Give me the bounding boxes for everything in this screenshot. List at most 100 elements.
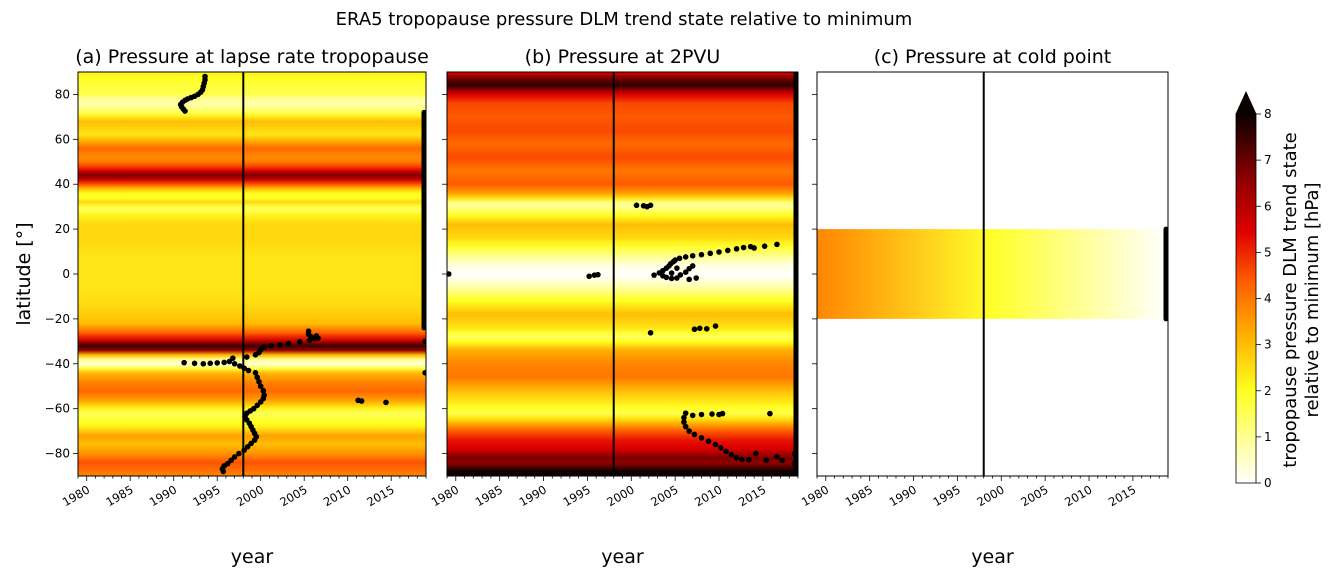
panel-title: (c) Pressure at cold point bbox=[874, 46, 1112, 68]
x-tick-label: 2015 bbox=[736, 482, 768, 509]
y-tick-label: −80 bbox=[45, 447, 70, 461]
scatter-points bbox=[177, 73, 426, 475]
scatter-point bbox=[733, 246, 740, 252]
scatter-point bbox=[682, 423, 689, 430]
x-tick-label: 1985 bbox=[473, 482, 505, 509]
scatter-point bbox=[698, 251, 705, 258]
scatter-point bbox=[693, 275, 700, 281]
scatter-point bbox=[422, 338, 426, 345]
scatter-point bbox=[696, 325, 703, 332]
scatter-point bbox=[689, 412, 696, 419]
y-axis-label: latitude [°] bbox=[13, 222, 35, 325]
scatter-point bbox=[248, 440, 254, 447]
colorbar-label-line1: tropopause pressure DLM trend state bbox=[1280, 132, 1301, 467]
x-axis-label: year bbox=[971, 546, 1014, 568]
scatter-point bbox=[191, 360, 198, 367]
x-tick-label: 2000 bbox=[234, 482, 266, 509]
y-tick-label: −60 bbox=[45, 402, 70, 416]
x-tick-label: 1995 bbox=[931, 482, 963, 509]
scatter-point bbox=[181, 359, 187, 366]
colorbar-label-line2: relative to minimum [hPa] bbox=[1302, 182, 1323, 417]
scatter-point bbox=[698, 435, 705, 441]
colorbar-tick-label: 0 bbox=[1264, 476, 1272, 490]
scatter-point bbox=[707, 250, 714, 257]
scatter-point bbox=[761, 243, 768, 249]
x-tick-label: 2000 bbox=[604, 482, 636, 509]
x-tick-label: 2015 bbox=[1106, 482, 1138, 509]
scatter-point bbox=[207, 360, 214, 367]
scatter-point bbox=[740, 244, 747, 251]
scatter-point bbox=[241, 447, 247, 453]
panel-lapse-rate: (a) Pressure at lapse rate tropopause 198… bbox=[45, 46, 429, 568]
colorbar-tick-label: 8 bbox=[1264, 107, 1272, 121]
scatter-point bbox=[774, 241, 780, 248]
scatter-point bbox=[676, 255, 683, 262]
scatter-point bbox=[725, 247, 731, 254]
scatter-point bbox=[763, 457, 770, 464]
colorbar-tick-label: 7 bbox=[1264, 153, 1272, 167]
scatter-point bbox=[644, 203, 650, 210]
scatter-point bbox=[257, 383, 264, 390]
heatmap bbox=[447, 72, 798, 476]
panel-title: (b) Pressure at 2PVU bbox=[525, 46, 721, 68]
heatmap-field bbox=[447, 72, 798, 476]
scatter-point bbox=[358, 398, 365, 404]
scatter-point bbox=[422, 369, 426, 376]
scatter-point bbox=[586, 273, 592, 280]
y-tick-label: −20 bbox=[45, 312, 70, 326]
scatter-point bbox=[691, 431, 698, 438]
x-tick-label: 1985 bbox=[103, 482, 135, 509]
x-tick-label: 2005 bbox=[648, 482, 680, 509]
scatter-point bbox=[682, 269, 689, 276]
x-tick-label: 1990 bbox=[887, 482, 919, 509]
scatter-point bbox=[260, 387, 267, 394]
scatter-point bbox=[220, 468, 227, 475]
scatter-point bbox=[651, 272, 657, 278]
x-tick-label: 2010 bbox=[321, 482, 353, 509]
x-tick-label: 1995 bbox=[190, 482, 222, 509]
scatter-point bbox=[728, 451, 735, 458]
scatter-point bbox=[719, 410, 726, 417]
colorbar-tick-label: 6 bbox=[1264, 199, 1272, 213]
scatter-point bbox=[672, 257, 678, 263]
scatter-point bbox=[251, 437, 258, 443]
scatter-point bbox=[447, 271, 452, 277]
scatter-point bbox=[305, 328, 312, 335]
scatter-point bbox=[794, 275, 798, 282]
scatter-point bbox=[297, 338, 303, 345]
scatter-point bbox=[703, 325, 710, 332]
scatter-point bbox=[689, 263, 696, 269]
scatter-point bbox=[746, 457, 752, 463]
scatter-point bbox=[254, 374, 261, 381]
panel-cold-point: (c) Pressure at cold point 1980 1985 1990 19… bbox=[799, 46, 1169, 568]
scatter-points bbox=[447, 202, 798, 467]
y-tick-label: 60 bbox=[55, 132, 70, 146]
scatter-point bbox=[268, 343, 274, 349]
x-tick-label: 1985 bbox=[843, 482, 875, 509]
heatmap bbox=[817, 72, 1168, 476]
x-tick-label: 1980 bbox=[429, 482, 461, 509]
scatter-point bbox=[716, 249, 722, 255]
x-tick-label: 1990 bbox=[147, 482, 179, 509]
colorbar-tick-label: 1 bbox=[1264, 430, 1272, 444]
scatter-point bbox=[753, 450, 759, 457]
scatter-point bbox=[686, 276, 692, 283]
scatter-point bbox=[315, 335, 321, 341]
x-axis-label: year bbox=[231, 546, 274, 568]
scatter-point bbox=[256, 378, 262, 385]
scatter-point bbox=[595, 271, 601, 278]
scatter-point bbox=[791, 450, 798, 457]
colorbar-tick-label: 4 bbox=[1264, 292, 1272, 306]
scatter-point bbox=[682, 410, 689, 416]
scatter-point bbox=[705, 438, 712, 445]
y-tick-label: 80 bbox=[55, 87, 70, 101]
scatter-point bbox=[257, 399, 264, 405]
scatter-point bbox=[712, 441, 719, 448]
x-axis-label: year bbox=[601, 546, 644, 568]
scatter-point bbox=[717, 445, 724, 451]
scatter-point bbox=[677, 272, 684, 278]
scatter-point bbox=[779, 457, 786, 464]
scatter-point bbox=[709, 411, 715, 417]
x-tick-label: 2000 bbox=[974, 482, 1006, 509]
